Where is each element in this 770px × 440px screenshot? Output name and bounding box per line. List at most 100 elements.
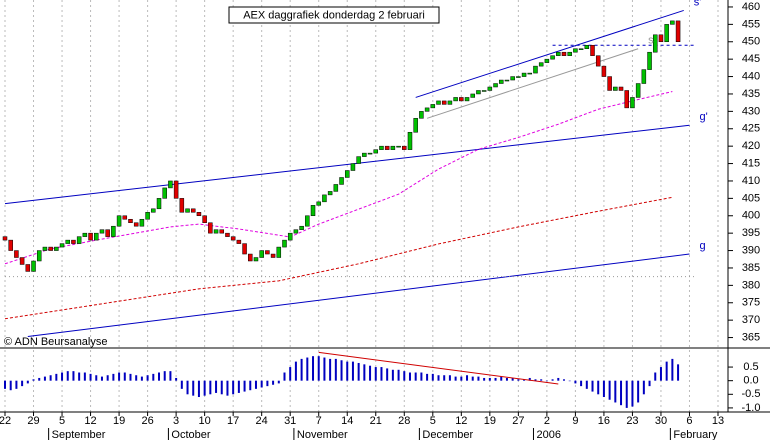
overlay-line [27,253,690,338]
oscillator-bar [500,376,503,381]
oscillator-bar [346,361,349,381]
y-tick-label: 425 [742,123,760,135]
y-tick-label: 445 [742,53,760,65]
y-tick-label: 0.0 [743,375,758,387]
candle-body [310,205,316,217]
oscillator-bar [494,377,497,381]
candle-body [635,83,641,98]
candle-body [441,100,447,105]
candle-body [316,201,321,206]
oscillator-bar [631,380,634,407]
oscillator-bar [625,380,628,408]
oscillator-bar [437,375,440,381]
candle-body [333,184,339,192]
candle-body [287,232,293,241]
candle-body [282,239,287,248]
candle-body [8,239,13,251]
x-tick-label: 7 [316,415,322,427]
oscillator-bar [562,379,565,381]
oscillator-bar [483,377,486,381]
candle-body [168,180,173,189]
x-tick-label: 16 [598,415,610,427]
x-tick-label: 3 [173,415,179,427]
x-tick-label: 5 [430,415,436,427]
candle-body [88,232,93,241]
y-tick-label: 375 [742,297,760,309]
x-tick-label: 9 [572,415,578,427]
line-label: g [699,240,705,252]
oscillator-bar [408,372,411,381]
oscillator-bar [289,367,292,381]
candle-body [213,229,219,234]
oscillator-bar [209,380,212,395]
oscillator-bar [608,380,611,400]
oscillator-bar [620,380,623,406]
candle-body [498,79,504,84]
oscillator-bar [488,377,491,381]
oscillator-bar [642,380,645,395]
oscillator-bar [534,379,537,381]
candle-body [236,239,242,244]
candle-body [396,145,401,148]
credit: © ADN Beursanalyse [4,336,108,348]
oscillator-bar [431,373,434,381]
candle-body [54,246,59,251]
oscillator-bar [528,377,531,381]
oscillator-bar [158,372,161,381]
candle-body [293,229,299,234]
oscillator-bar [89,373,92,381]
oscillator-bar [192,380,195,396]
y-tick-label: -0.5 [742,388,761,400]
y-tick-label: 0.5 [743,361,758,373]
candle-body [299,225,304,230]
y-tick-label: 455 [742,18,760,30]
oscillator-bar [334,358,337,381]
candle-body [190,208,196,213]
candle-body [139,218,145,227]
oscillator-bar [602,380,605,398]
candle-body [179,198,185,213]
chart-title: AEX daggrafiek donderdag 2 februari [243,9,425,21]
oscillator-bar [420,372,423,381]
oscillator-bar [460,376,463,381]
candle-body [242,243,247,255]
candle-body [476,90,481,95]
oscillator-bar [511,377,514,381]
oscillator-bar [43,376,46,381]
candle-body [185,208,190,213]
oscillator-bar [414,372,417,381]
trend-line [318,351,559,385]
candle-body [219,229,225,234]
candle-body [675,20,681,43]
candle-body [42,246,48,251]
overlay-line [4,91,673,265]
oscillator-bar [140,376,143,381]
x-tick-label: 23 [626,415,638,427]
candle-body [48,246,53,251]
candle-body [561,51,567,56]
candle-body [653,34,658,53]
candle-body [322,194,327,203]
candle-body [613,86,618,91]
x-tick-label: 2 [544,415,550,427]
candle-body [510,76,515,81]
candle-body [618,86,624,91]
oscillator-bar [220,380,223,395]
oscillator-bar [152,373,155,381]
candle-body [270,253,276,258]
y-tick-label: 400 [742,210,760,222]
x-tick-label: 22 [0,415,11,427]
candle-body [567,51,572,56]
oscillator-bar [551,379,554,381]
candle-body [173,180,179,199]
line-label: s [648,35,654,47]
oscillator-bar [517,379,520,381]
oscillator-bar [591,380,594,392]
candle-body [248,253,253,262]
candle-body [430,104,436,109]
candle-body [65,239,70,244]
oscillator-bar [55,373,58,381]
oscillator-bar [568,380,571,382]
oscillator-bar [448,375,451,381]
candle-body [527,72,533,75]
